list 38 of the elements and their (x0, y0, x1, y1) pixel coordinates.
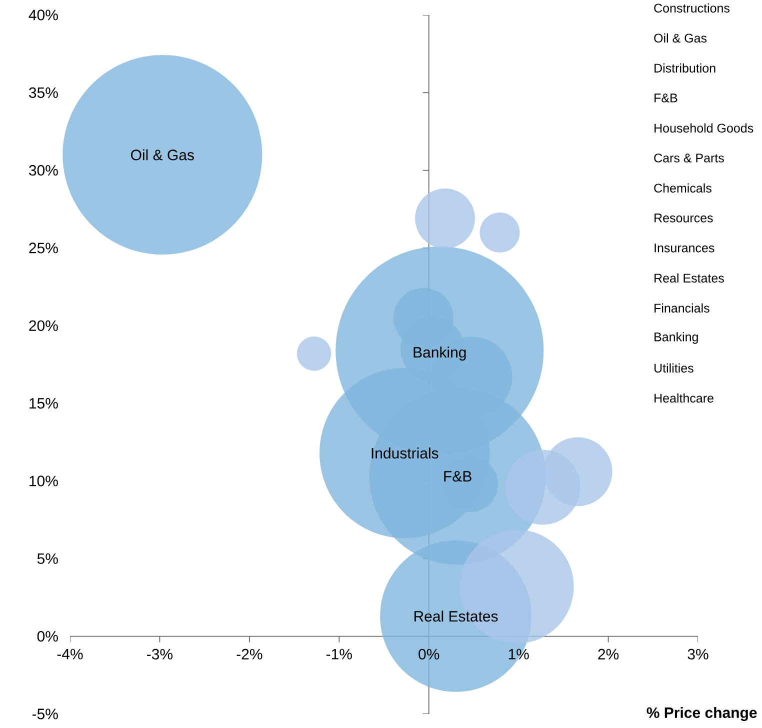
y-tick-label: 15% (30, 398, 58, 409)
annotation: Oil & Gas (654, 33, 707, 43)
y-tick-label: -5% (32, 708, 58, 720)
y-tick-label: 40% (28, 10, 58, 20)
y-tick-label: 0% (37, 631, 58, 642)
annotation: Insurances (654, 244, 714, 252)
x-tick-label: -1% (326, 648, 352, 660)
x-tick-label: 1% (508, 648, 529, 660)
annotation: Healthcare (654, 393, 714, 403)
annotation: Real Estates (414, 610, 498, 622)
x-tick-label: 3% (688, 648, 708, 660)
annotation: F&B (444, 471, 472, 482)
annotation: Utilities (654, 363, 694, 373)
y-tick-label: 30% (29, 165, 58, 176)
annotation: Chemicals (654, 183, 712, 193)
annotation: Financials (654, 303, 710, 313)
annotation: Household Goods (654, 123, 754, 133)
text: Constructions (654, 3, 730, 13)
annotation: F&B (654, 94, 678, 102)
x-tick-label: -4% (57, 648, 83, 660)
y-tick-label: 5% (37, 553, 58, 564)
annotation: Banking (414, 346, 466, 361)
x-tick-label: 2% (598, 648, 619, 660)
x-axis-title: % Price change (646, 706, 757, 722)
annotation: Cars & Parts (654, 154, 724, 162)
annotation: Oil & Gas (131, 149, 194, 160)
annotation: Real Estates (654, 273, 724, 283)
y-tick-label: 35% (29, 87, 58, 98)
x-tick-label: 0% (418, 648, 440, 660)
annotation: Resources (654, 214, 713, 222)
annotation: Industrials (372, 448, 438, 459)
y-tick-label: 20% (29, 320, 58, 331)
y-tick-label: 10% (30, 476, 58, 486)
x-tick-label: -2% (236, 648, 262, 660)
annotation: Distribution (654, 63, 716, 73)
x-tick-label: -3% (147, 648, 173, 660)
y-tick-label: 25% (29, 242, 58, 254)
annotation: Banking (654, 332, 698, 344)
